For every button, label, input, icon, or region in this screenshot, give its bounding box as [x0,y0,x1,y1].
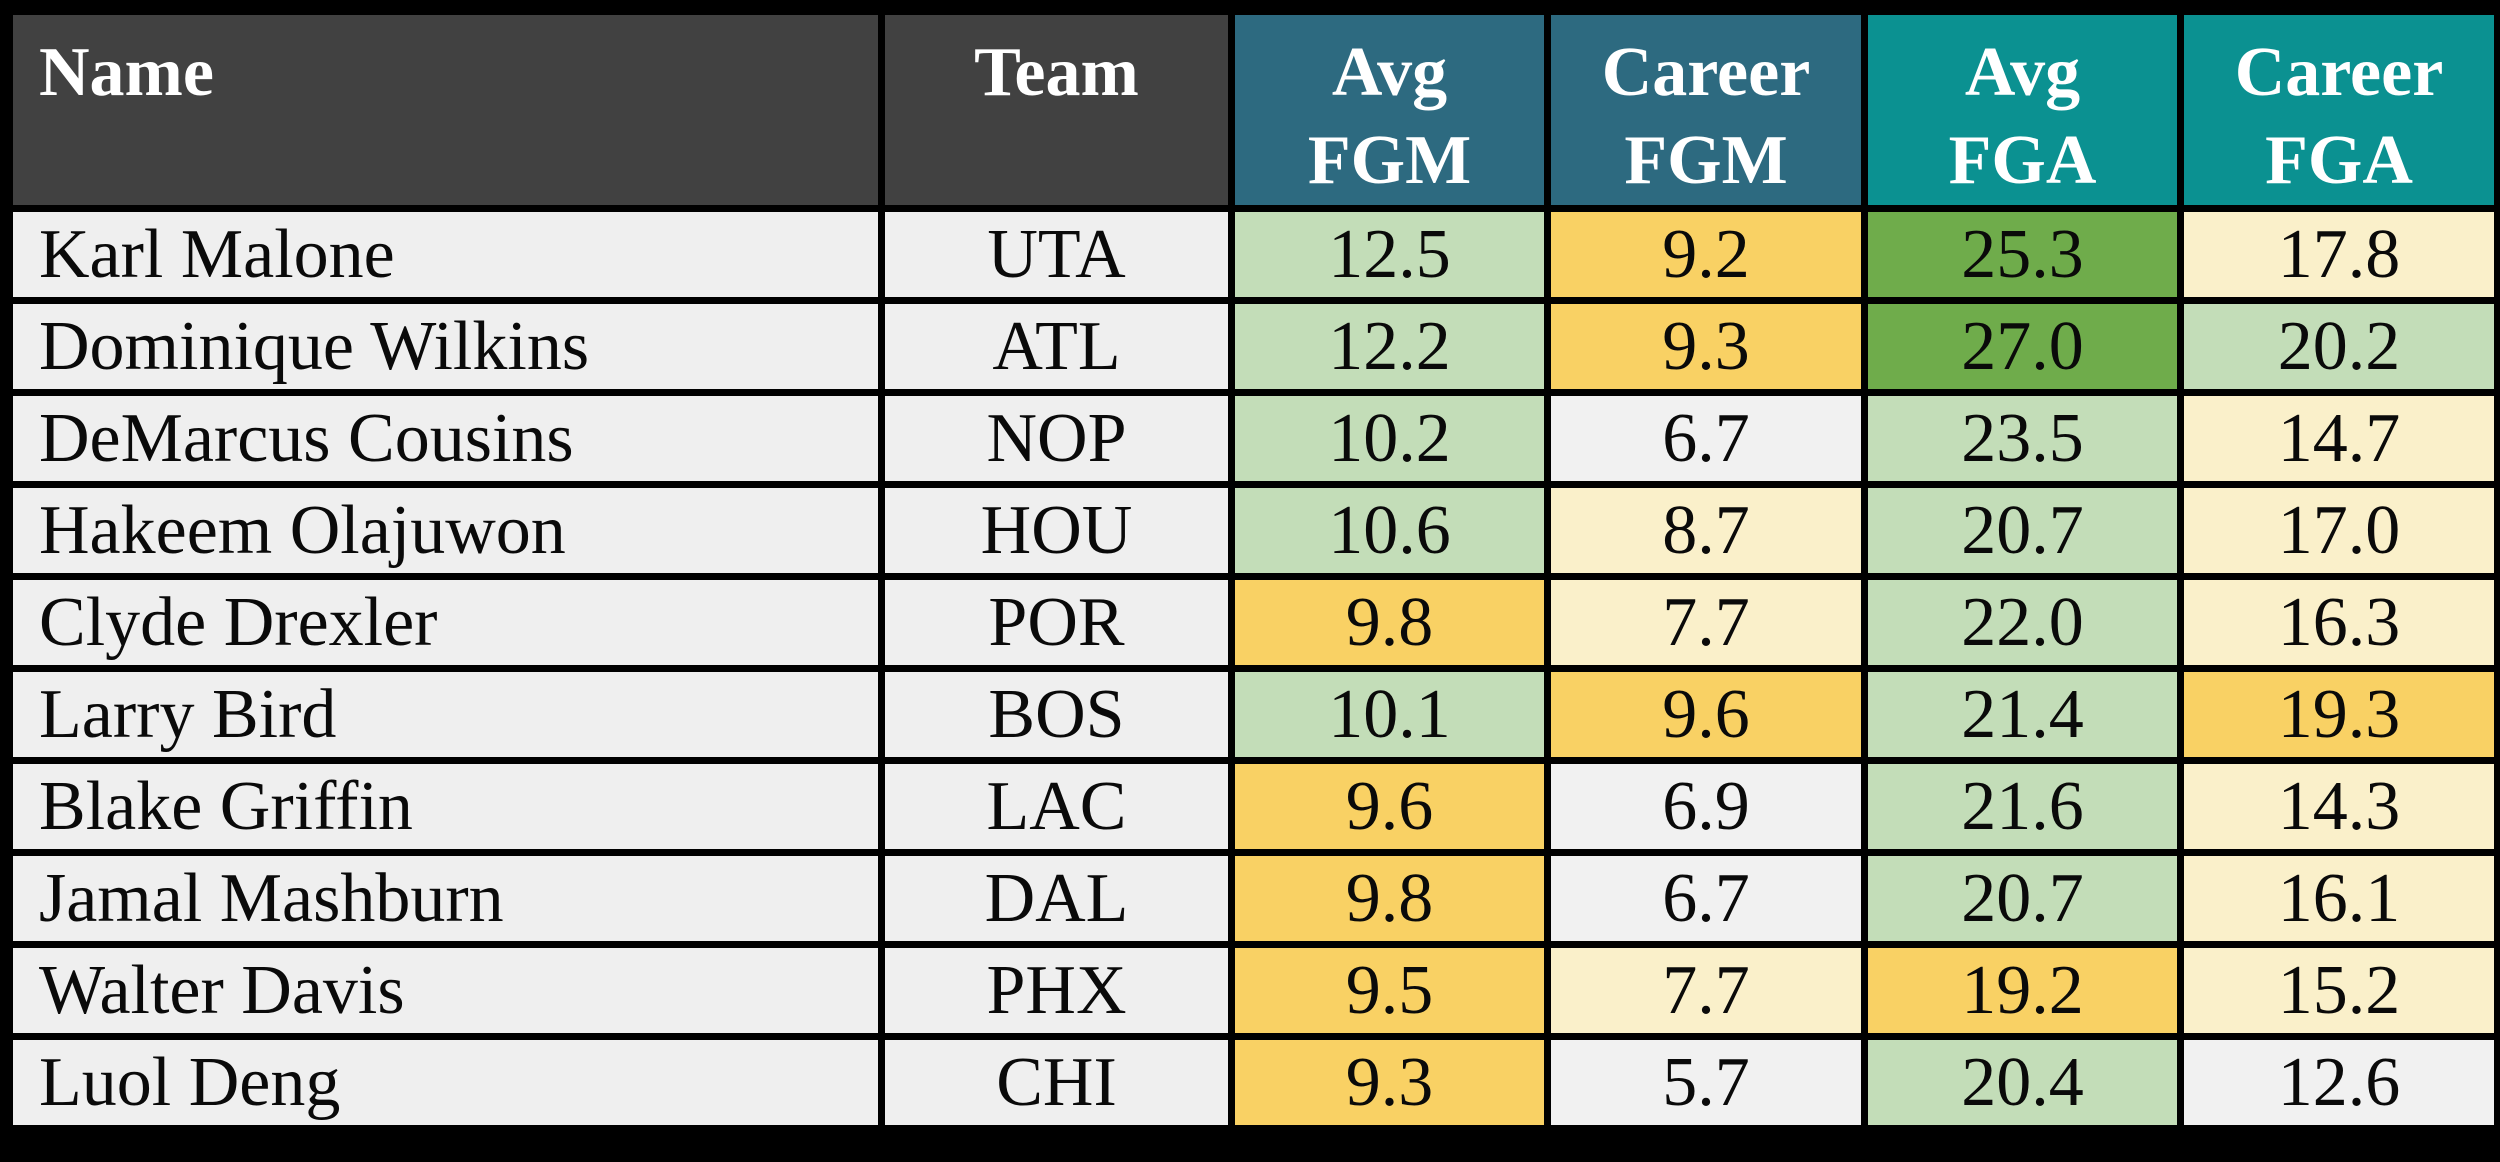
player-name-cell: Blake Griffin [6,757,885,856]
stat-cell-career-fgm: 6.7 [1544,849,1868,948]
stat-cell-avg-fgm: 10.1 [1228,665,1551,764]
stat-cell-career-fga: 16.1 [2177,849,2500,948]
stat-cell-avg-fgm: 12.2 [1228,297,1551,396]
stat-cell-avg-fgm: 9.8 [1228,849,1551,948]
team-cell: UTA [878,205,1235,304]
stat-cell-avg-fgm: 9.3 [1228,1033,1551,1132]
stat-cell-career-fgm: 8.7 [1544,481,1868,580]
stat-cell-avg-fga: 20.7 [1861,849,2184,948]
stat-cell-avg-fgm: 12.5 [1228,205,1551,304]
table-row: Jamal Mashburn DAL 9.8 6.7 20.7 16.1 [6,849,2500,948]
player-name-cell: Jamal Mashburn [6,849,885,948]
team-cell: PHX [878,941,1235,1040]
stat-cell-career-fgm: 5.7 [1544,1033,1868,1132]
stat-cell-career-fga: 14.7 [2177,389,2500,488]
stat-cell-career-fga: 20.2 [2177,297,2500,396]
player-name-cell: DeMarcus Cousins [6,389,885,488]
player-stats-table: Name Team Avg FGM Career FGM Avg FGA Career… [6,8,2500,1132]
column-header-avg-fgm: Avg FGM [1228,8,1551,212]
stat-cell-career-fga: 17.8 [2177,205,2500,304]
stat-cell-career-fga: 15.2 [2177,941,2500,1040]
player-stats-table-container: Name Team Avg FGM Career FGM Avg FGA Career… [6,8,2500,1132]
team-cell: BOS [878,665,1235,764]
stat-cell-career-fga: 19.3 [2177,665,2500,764]
column-header-career-fgm: Career FGM [1544,8,1868,212]
stat-cell-avg-fgm: 10.6 [1228,481,1551,580]
stat-cell-career-fgm: 9.2 [1544,205,1868,304]
table-row: DeMarcus Cousins NOP 10.2 6.7 23.5 14.7 [6,389,2500,488]
team-cell: NOP [878,389,1235,488]
stat-cell-avg-fga: 21.6 [1861,757,2184,856]
table-row: Karl Malone UTA 12.5 9.2 25.3 17.8 [6,205,2500,304]
stat-cell-avg-fga: 23.5 [1861,389,2184,488]
column-header-avg-fga: Avg FGA [1861,8,2184,212]
table-row: Blake Griffin LAC 9.6 6.9 21.6 14.3 [6,757,2500,856]
stat-cell-career-fgm: 6.7 [1544,389,1868,488]
stat-cell-career-fgm: 6.9 [1544,757,1868,856]
player-name-cell: Hakeem Olajuwon [6,481,885,580]
player-name-cell: Luol Deng [6,1033,885,1132]
team-cell: HOU [878,481,1235,580]
stat-cell-avg-fga: 25.3 [1861,205,2184,304]
stat-cell-avg-fga: 22.0 [1861,573,2184,672]
stat-cell-avg-fgm: 9.5 [1228,941,1551,1040]
stat-cell-avg-fga: 20.4 [1861,1033,2184,1132]
table-row: Clyde Drexler POR 9.8 7.7 22.0 16.3 [6,573,2500,672]
stat-cell-avg-fgm: 10.2 [1228,389,1551,488]
stat-cell-avg-fgm: 9.8 [1228,573,1551,672]
player-name-cell: Larry Bird [6,665,885,764]
stat-cell-avg-fga: 27.0 [1861,297,2184,396]
player-name-cell: Karl Malone [6,205,885,304]
stat-cell-avg-fga: 20.7 [1861,481,2184,580]
team-cell: LAC [878,757,1235,856]
stat-cell-career-fgm: 9.3 [1544,297,1868,396]
stat-cell-career-fgm: 7.7 [1544,941,1868,1040]
team-cell: CHI [878,1033,1235,1132]
stat-cell-career-fga: 17.0 [2177,481,2500,580]
stat-cell-avg-fgm: 9.6 [1228,757,1551,856]
player-name-cell: Dominique Wilkins [6,297,885,396]
stat-cell-career-fgm: 9.6 [1544,665,1868,764]
header-row: Name Team Avg FGM Career FGM Avg FGA Career… [6,8,2500,212]
stat-cell-career-fga: 12.6 [2177,1033,2500,1132]
table-row: Hakeem Olajuwon HOU 10.6 8.7 20.7 17.0 [6,481,2500,580]
column-header-career-fga: Career FGA [2177,8,2500,212]
team-cell: DAL [878,849,1235,948]
table-row: Dominique Wilkins ATL 12.2 9.3 27.0 20.2 [6,297,2500,396]
player-name-cell: Walter Davis [6,941,885,1040]
column-header-name: Name [6,8,885,212]
team-cell: POR [878,573,1235,672]
player-name-cell: Clyde Drexler [6,573,885,672]
stat-cell-career-fga: 14.3 [2177,757,2500,856]
stat-cell-avg-fga: 21.4 [1861,665,2184,764]
table-row: Larry Bird BOS 10.1 9.6 21.4 19.3 [6,665,2500,764]
team-cell: ATL [878,297,1235,396]
table-row: Luol Deng CHI 9.3 5.7 20.4 12.6 [6,1033,2500,1132]
table-body: Karl Malone UTA 12.5 9.2 25.3 17.8 Domin… [6,205,2500,1132]
column-header-team: Team [878,8,1235,212]
stat-cell-career-fgm: 7.7 [1544,573,1868,672]
stat-cell-career-fga: 16.3 [2177,573,2500,672]
stat-cell-avg-fga: 19.2 [1861,941,2184,1040]
table-row: Walter Davis PHX 9.5 7.7 19.2 15.2 [6,941,2500,1040]
